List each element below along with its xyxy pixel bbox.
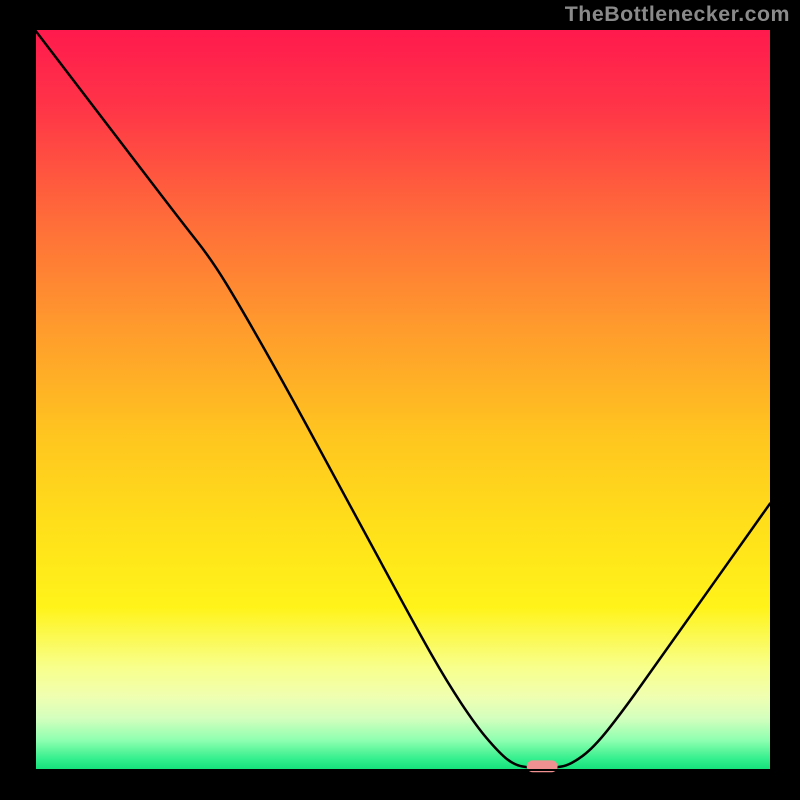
bottleneck-curve-chart xyxy=(0,0,800,800)
watermark-text: TheBottlenecker.com xyxy=(565,2,790,27)
chart-frame: TheBottlenecker.com xyxy=(0,0,800,800)
